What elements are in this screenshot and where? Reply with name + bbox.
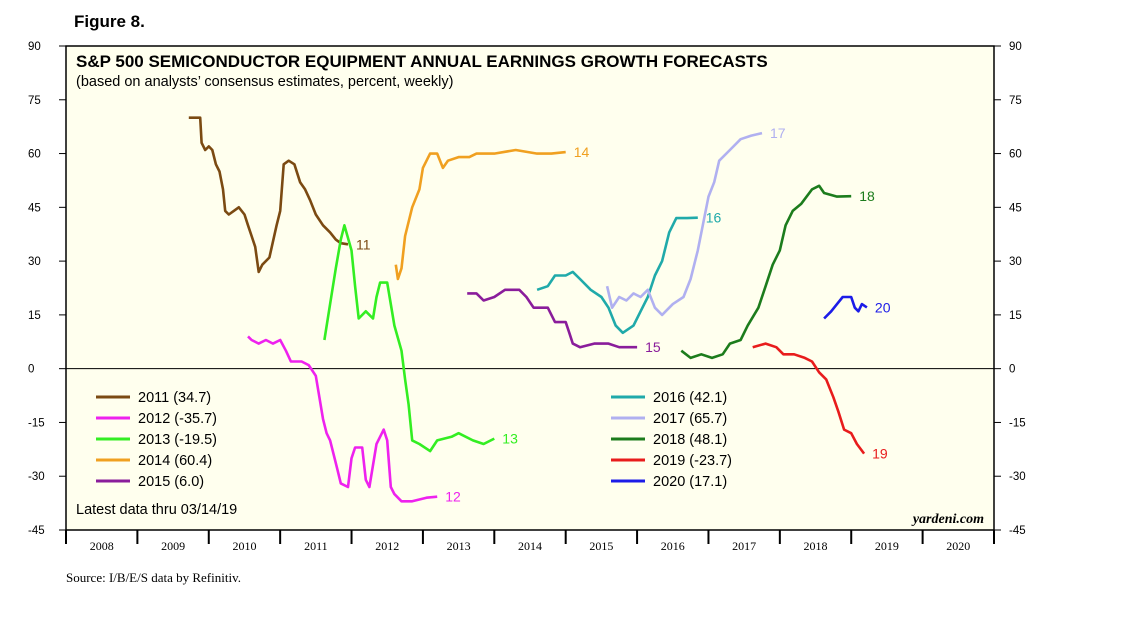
figure-label: Figure 8. bbox=[74, 12, 145, 31]
xtick-label: 2019 bbox=[875, 539, 899, 553]
legend-entry-2020: 2020 (17.1) bbox=[653, 474, 727, 490]
series-line-2014 bbox=[394, 148, 566, 281]
xtick-label: 2008 bbox=[90, 539, 114, 553]
xtick-label: 2013 bbox=[447, 539, 471, 553]
legend-entry-2018: 2018 (48.1) bbox=[653, 432, 727, 448]
xtick-label: 2016 bbox=[661, 539, 685, 553]
plot-area bbox=[65, 45, 995, 531]
chart-title: S&P 500 SEMICONDUCTOR EQUIPMENT ANNUAL E… bbox=[76, 52, 768, 71]
ytick-label-left: -15 bbox=[28, 417, 45, 429]
legend: 2011 (34.7) 2012 (-35.7) 2013 (-19.5) 2014 … bbox=[96, 390, 732, 490]
xtick-label: 2010 bbox=[232, 539, 256, 553]
source-note: Source: I/B/E/S data by Refinitiv. bbox=[66, 570, 241, 585]
series-line-2012 bbox=[247, 335, 438, 503]
series-line-2013 bbox=[323, 224, 495, 453]
ytick-label-right: 60 bbox=[1009, 149, 1022, 161]
ytick-label-left: -30 bbox=[28, 471, 45, 483]
xtick-label: 2014 bbox=[518, 539, 542, 553]
ytick-label-right: -45 bbox=[1009, 525, 1026, 537]
series-line-2017 bbox=[605, 131, 763, 317]
legend-entry-2019: 2019 (-23.7) bbox=[653, 453, 732, 469]
ytick-label-right: 0 bbox=[1009, 364, 1015, 376]
xtick-label: 2017 bbox=[732, 539, 756, 553]
series-line-2015 bbox=[467, 288, 638, 349]
series-end-label-2019: 19 bbox=[872, 446, 888, 462]
ytick-label-left: 60 bbox=[28, 149, 41, 161]
chart-subtitle: (based on analysts’ consensus estimates,… bbox=[76, 74, 453, 90]
xtick-label: 2015 bbox=[589, 539, 613, 553]
legend-entry-2014: 2014 (60.4) bbox=[138, 453, 212, 469]
series-end-label-2020: 20 bbox=[875, 299, 891, 315]
ytick-label-right: 90 bbox=[1009, 41, 1022, 53]
brand-watermark: yardeni.com bbox=[911, 512, 984, 527]
legend-entry-2012: 2012 (-35.7) bbox=[138, 411, 217, 427]
latest-data-note: Latest data thru 03/14/19 bbox=[76, 502, 237, 518]
xtick-label: 2020 bbox=[946, 539, 970, 553]
ytick-label-left: 0 bbox=[28, 364, 34, 376]
series-end-label-2018: 18 bbox=[859, 188, 875, 204]
ytick-label-left: 45 bbox=[28, 202, 41, 214]
ytick-label-right: 30 bbox=[1009, 256, 1022, 268]
ytick-label-left: 15 bbox=[28, 310, 41, 322]
ytick-label-left: 30 bbox=[28, 256, 41, 268]
xtick-label: 2011 bbox=[304, 539, 328, 553]
legend-entry-2011: 2011 (34.7) bbox=[138, 390, 211, 406]
series-line-2011 bbox=[188, 116, 349, 274]
series-line-2016 bbox=[536, 216, 698, 335]
legend-entry-2017: 2017 (65.7) bbox=[653, 411, 727, 427]
series-end-label-2013: 13 bbox=[502, 431, 518, 447]
ytick-label-right: 45 bbox=[1009, 202, 1022, 214]
series-end-label-2012: 12 bbox=[445, 489, 461, 505]
xtick-label: 2018 bbox=[804, 539, 828, 553]
series-end-label-2016: 16 bbox=[706, 210, 722, 226]
series-end-label-2015: 15 bbox=[645, 339, 661, 355]
ytick-label-right: 15 bbox=[1009, 310, 1022, 322]
xtick-label: 2012 bbox=[375, 539, 399, 553]
ytick-label-right: -15 bbox=[1009, 417, 1026, 429]
ytick-label-right: -30 bbox=[1009, 471, 1026, 483]
ytick-label-left: 75 bbox=[28, 95, 41, 107]
legend-entry-2016: 2016 (42.1) bbox=[653, 390, 727, 406]
ytick-label-right: 75 bbox=[1009, 95, 1022, 107]
ytick-label-left: -45 bbox=[28, 525, 45, 537]
legend-entry-2015: 2015 (6.0) bbox=[138, 474, 204, 490]
legend-entry-2013: 2013 (-19.5) bbox=[138, 432, 217, 448]
chart: 11 12 13 14 15 16 17 18 19 20 90 75 60 45 30 15 0 -15 -30… bbox=[28, 41, 1026, 553]
series-end-label-2011: 11 bbox=[356, 236, 371, 252]
series-line-2020 bbox=[823, 295, 868, 320]
xtick-label: 2009 bbox=[161, 539, 185, 553]
ytick-label-left: 90 bbox=[28, 41, 41, 53]
series-end-label-2014: 14 bbox=[574, 144, 590, 160]
series-line-2019 bbox=[752, 342, 866, 455]
series-line-2018 bbox=[680, 184, 852, 360]
series-end-label-2017: 17 bbox=[770, 125, 786, 141]
